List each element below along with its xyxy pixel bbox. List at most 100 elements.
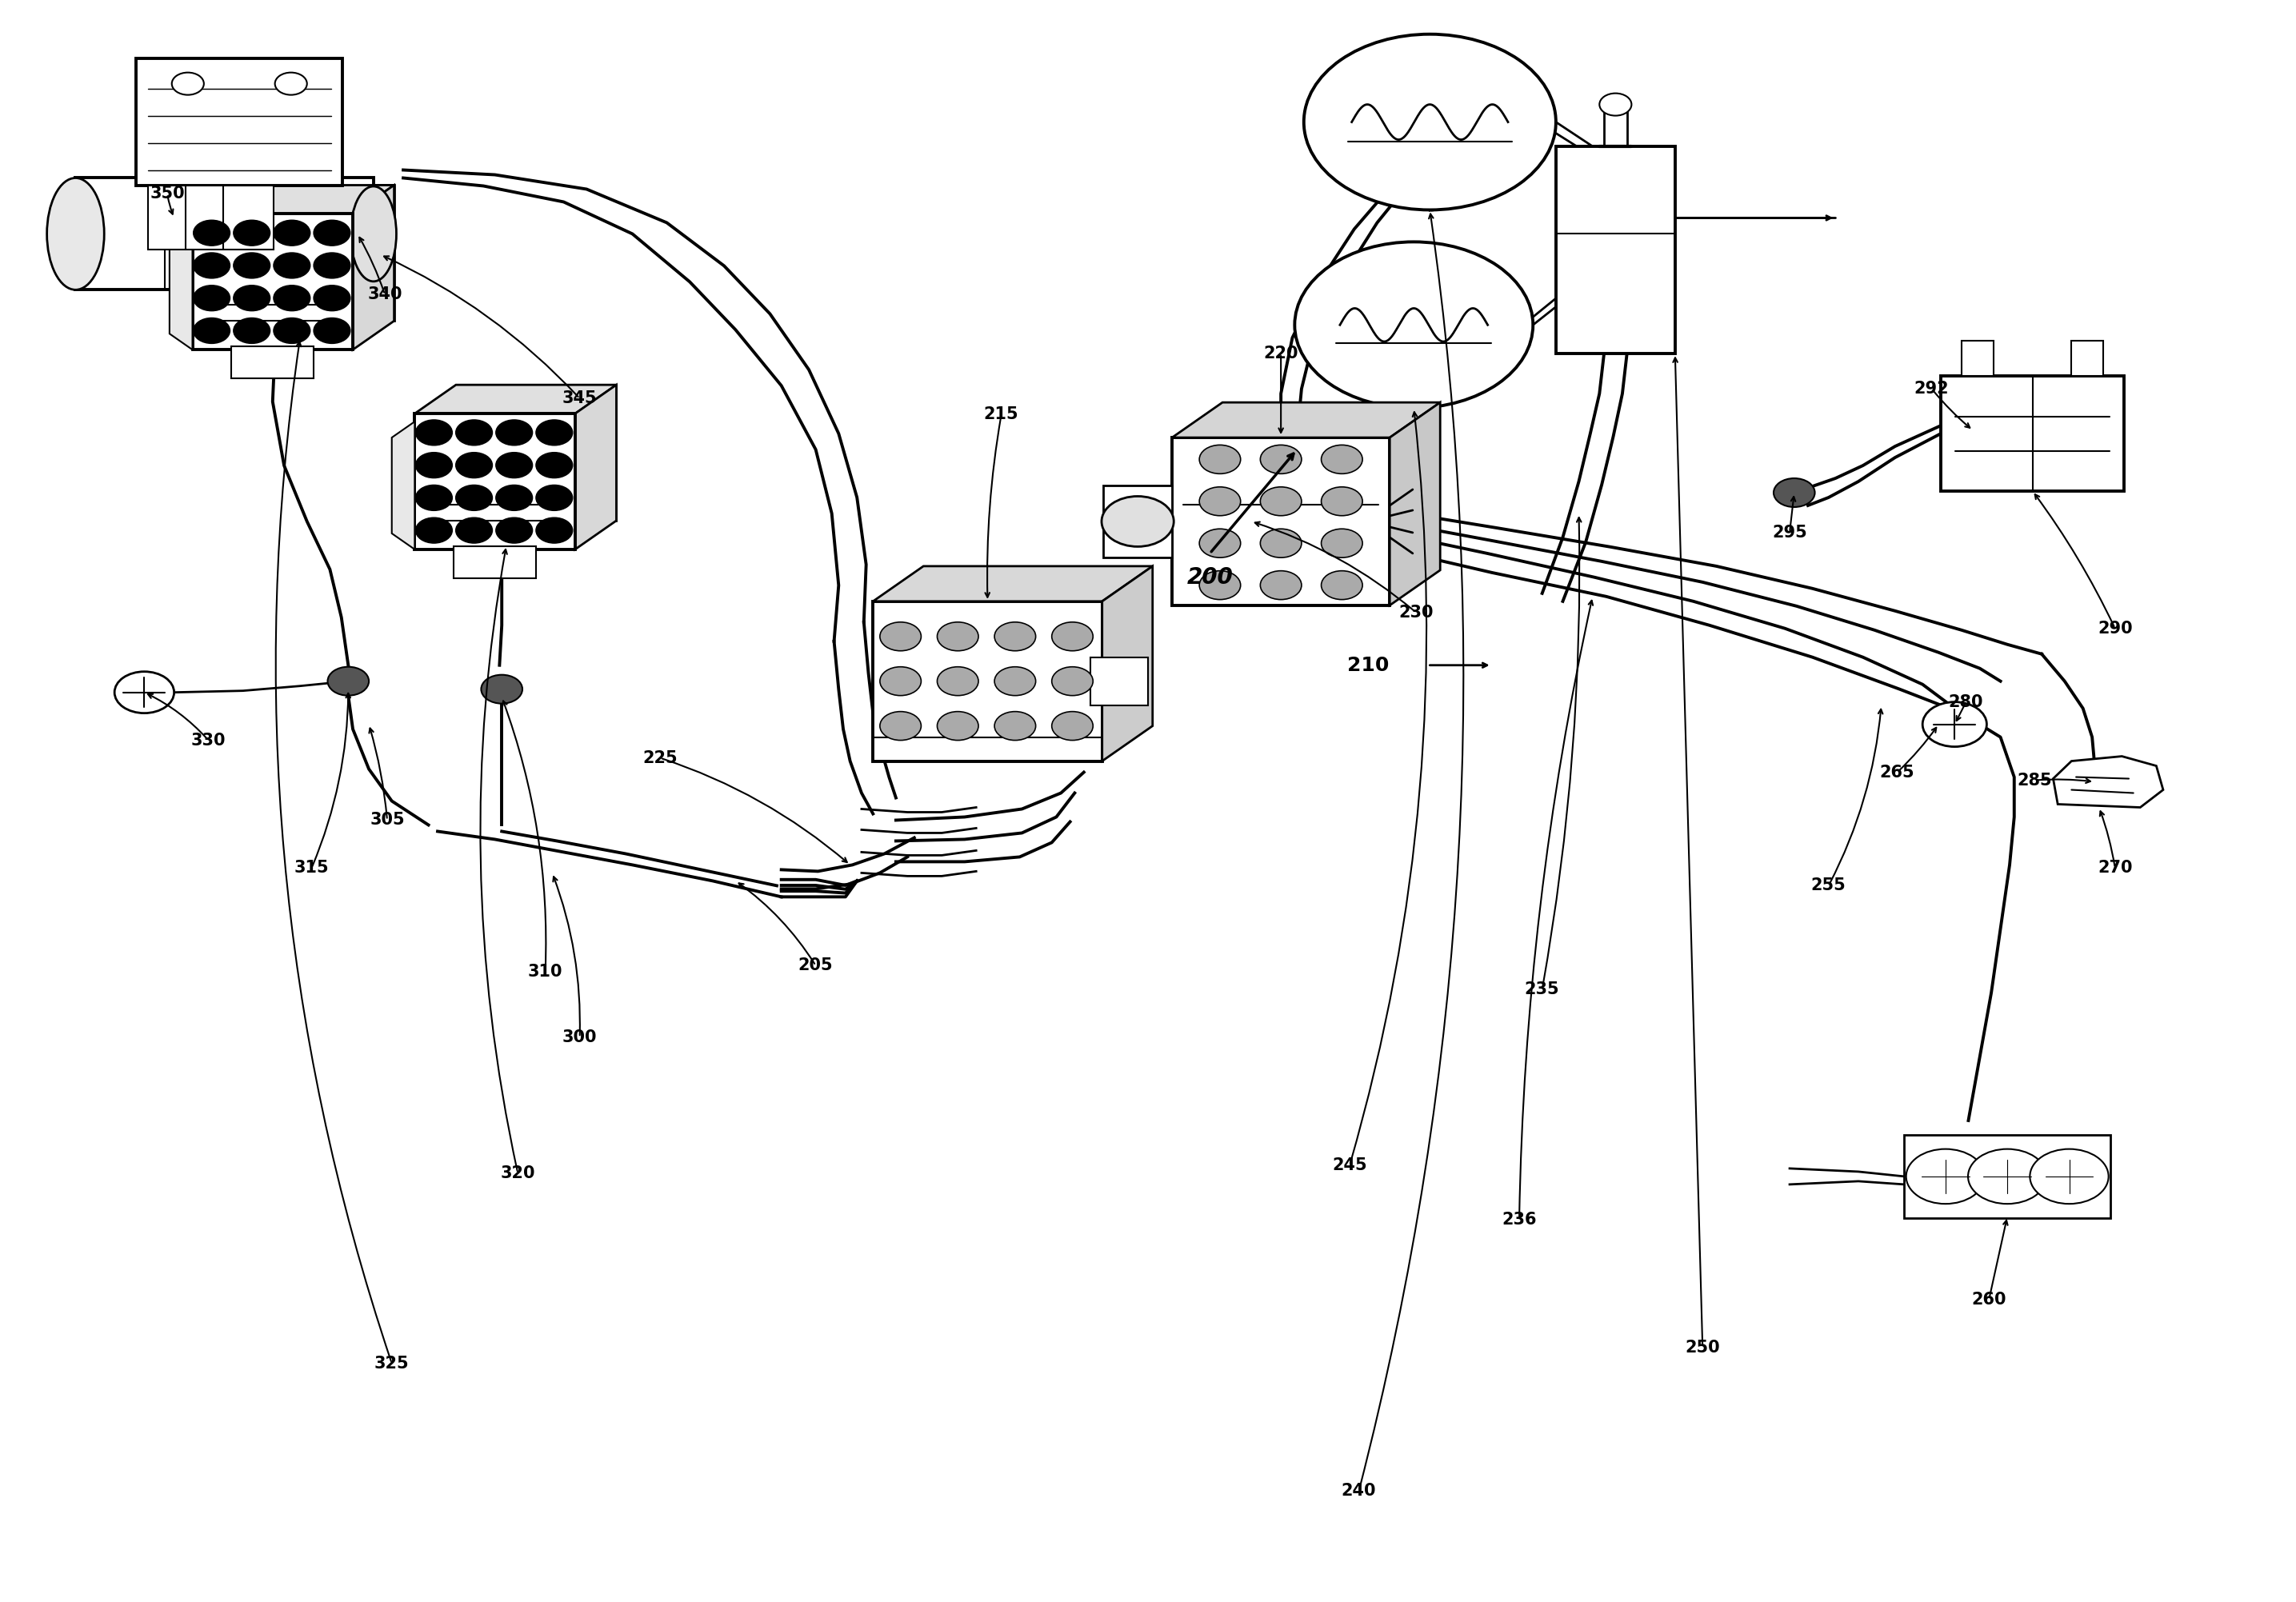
Text: 235: 235	[1525, 982, 1559, 998]
Polygon shape	[1102, 566, 1153, 761]
Ellipse shape	[351, 186, 397, 282]
Polygon shape	[872, 566, 1153, 601]
Circle shape	[234, 317, 271, 343]
Text: 240: 240	[1341, 1483, 1375, 1499]
Polygon shape	[193, 215, 354, 349]
Circle shape	[1261, 445, 1302, 474]
Circle shape	[1320, 445, 1362, 474]
Text: 300: 300	[563, 1030, 597, 1046]
Polygon shape	[872, 601, 1102, 761]
Circle shape	[482, 674, 523, 703]
Circle shape	[1199, 445, 1240, 474]
Text: 345: 345	[563, 391, 597, 407]
Bar	[147, 186, 273, 250]
Circle shape	[234, 219, 271, 245]
Bar	[232, 346, 315, 378]
Circle shape	[273, 317, 310, 343]
Bar	[1903, 1134, 2110, 1218]
Text: 215: 215	[985, 407, 1019, 423]
Circle shape	[879, 711, 921, 740]
Circle shape	[1199, 529, 1240, 557]
Text: 330: 330	[191, 732, 225, 748]
Circle shape	[2030, 1149, 2108, 1203]
Polygon shape	[416, 384, 615, 413]
Text: 236: 236	[1502, 1211, 1536, 1227]
Circle shape	[1199, 570, 1240, 599]
Bar	[2071, 341, 2103, 376]
Bar	[1091, 657, 1148, 705]
Circle shape	[1261, 529, 1302, 557]
Text: 260: 260	[1972, 1291, 2007, 1307]
Circle shape	[455, 517, 491, 543]
Polygon shape	[1389, 402, 1440, 606]
Text: 325: 325	[374, 1355, 409, 1371]
Circle shape	[193, 253, 230, 279]
Bar	[135, 58, 342, 186]
Circle shape	[115, 671, 174, 713]
Circle shape	[193, 219, 230, 245]
Text: 255: 255	[1812, 878, 1846, 894]
Text: 225: 225	[643, 750, 677, 766]
Circle shape	[234, 253, 271, 279]
Circle shape	[1906, 1149, 1984, 1203]
Circle shape	[496, 485, 533, 511]
Bar	[455, 546, 537, 578]
Text: 265: 265	[1880, 764, 1915, 780]
Circle shape	[416, 485, 452, 511]
Circle shape	[1320, 570, 1362, 599]
Bar	[1961, 341, 1993, 376]
Polygon shape	[1171, 437, 1389, 606]
Circle shape	[1304, 34, 1557, 210]
Polygon shape	[1171, 402, 1440, 437]
Circle shape	[273, 219, 310, 245]
Circle shape	[879, 666, 921, 695]
Text: 285: 285	[2018, 772, 2053, 788]
Circle shape	[1295, 242, 1534, 409]
Bar	[1557, 146, 1676, 354]
Circle shape	[994, 622, 1035, 650]
Polygon shape	[193, 186, 395, 215]
Circle shape	[1320, 529, 1362, 557]
Polygon shape	[457, 384, 615, 521]
Circle shape	[496, 452, 533, 477]
Circle shape	[455, 485, 491, 511]
Ellipse shape	[46, 178, 103, 290]
Circle shape	[879, 622, 921, 650]
Circle shape	[1773, 479, 1814, 508]
Circle shape	[937, 622, 978, 650]
Circle shape	[193, 285, 230, 311]
Circle shape	[937, 666, 978, 695]
Circle shape	[1922, 702, 1986, 747]
Bar	[76, 178, 374, 290]
Circle shape	[1320, 487, 1362, 516]
Circle shape	[535, 485, 572, 511]
Circle shape	[1600, 93, 1632, 115]
Text: 280: 280	[1949, 694, 1984, 710]
Circle shape	[1052, 666, 1093, 695]
Polygon shape	[574, 384, 615, 549]
Polygon shape	[354, 186, 395, 349]
Circle shape	[328, 666, 370, 695]
Circle shape	[455, 420, 491, 445]
Circle shape	[1968, 1149, 2046, 1203]
Circle shape	[315, 317, 351, 343]
Polygon shape	[416, 413, 574, 549]
Text: 200: 200	[1187, 566, 1233, 588]
Text: 290: 290	[2099, 620, 2133, 636]
Circle shape	[1102, 497, 1173, 546]
Circle shape	[315, 253, 351, 279]
Circle shape	[416, 517, 452, 543]
Circle shape	[315, 285, 351, 311]
Text: 340: 340	[367, 287, 402, 303]
Text: 220: 220	[1263, 346, 1297, 362]
Circle shape	[315, 219, 351, 245]
Text: 230: 230	[1398, 604, 1433, 620]
Circle shape	[994, 711, 1035, 740]
Bar	[1104, 485, 1171, 557]
Text: 295: 295	[1773, 524, 1807, 540]
Circle shape	[994, 666, 1035, 695]
Text: 205: 205	[799, 958, 833, 974]
Circle shape	[273, 285, 310, 311]
Text: 250: 250	[1685, 1339, 1720, 1355]
Circle shape	[1199, 487, 1240, 516]
